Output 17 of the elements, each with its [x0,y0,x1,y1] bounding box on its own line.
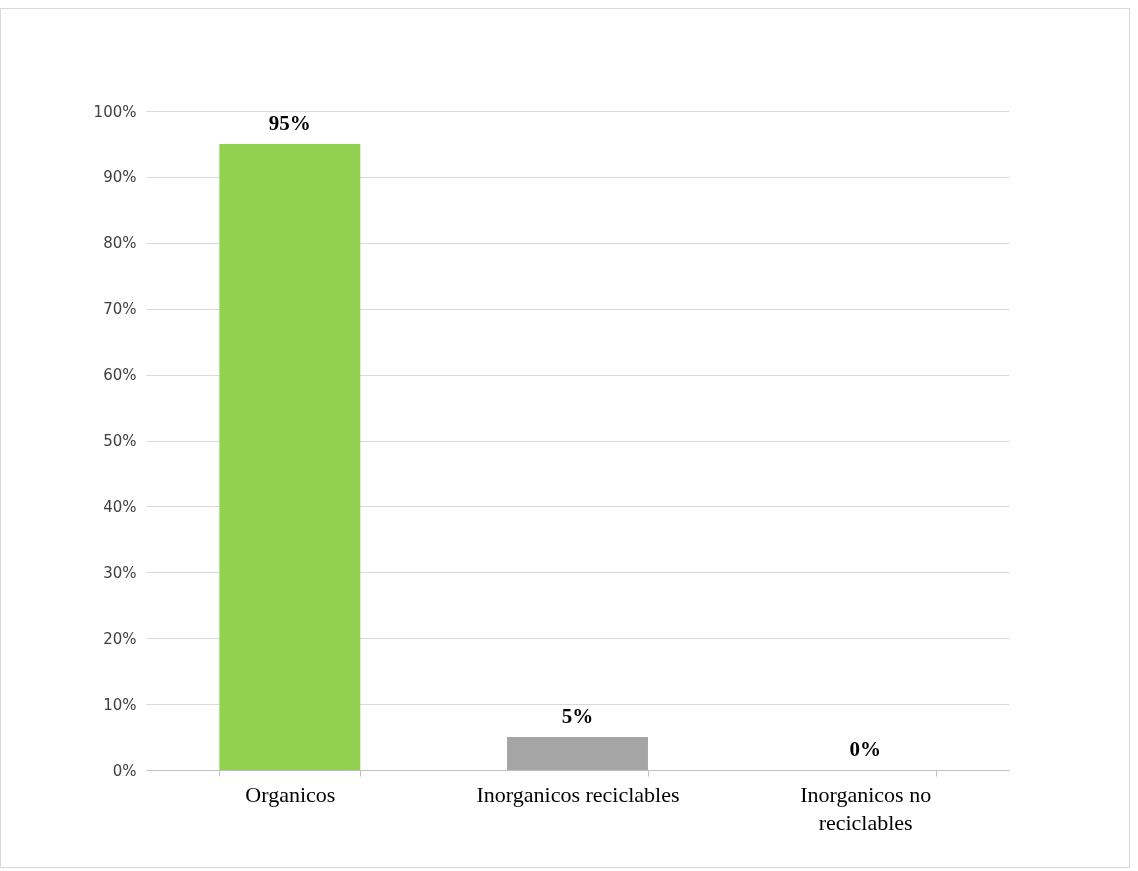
x-tick-label: Inorganicos reciclables [476,781,680,807]
y-tick-label: 50% [103,432,137,450]
y-tick-label: 90% [103,168,137,187]
y-tick-label: 100% [93,102,137,121]
y-tick-label: 0% [112,761,137,780]
y-tick-label: 30% [103,563,137,582]
y-tick-label: 60% [103,366,137,385]
y-tick-label: 70% [103,300,137,319]
y-tick-label: 10% [103,695,137,714]
data-label: 95% [268,110,311,135]
data-label: 5% [561,704,594,729]
y-tick-label: 20% [103,629,137,648]
x-tick-label: Inorganicos no reciclables [800,781,932,835]
x-tick-label: Organicos [245,781,336,807]
y-tick-label: 80% [103,234,137,253]
y-tick-label: 40% [103,497,137,516]
data-label: 0% [849,737,881,761]
